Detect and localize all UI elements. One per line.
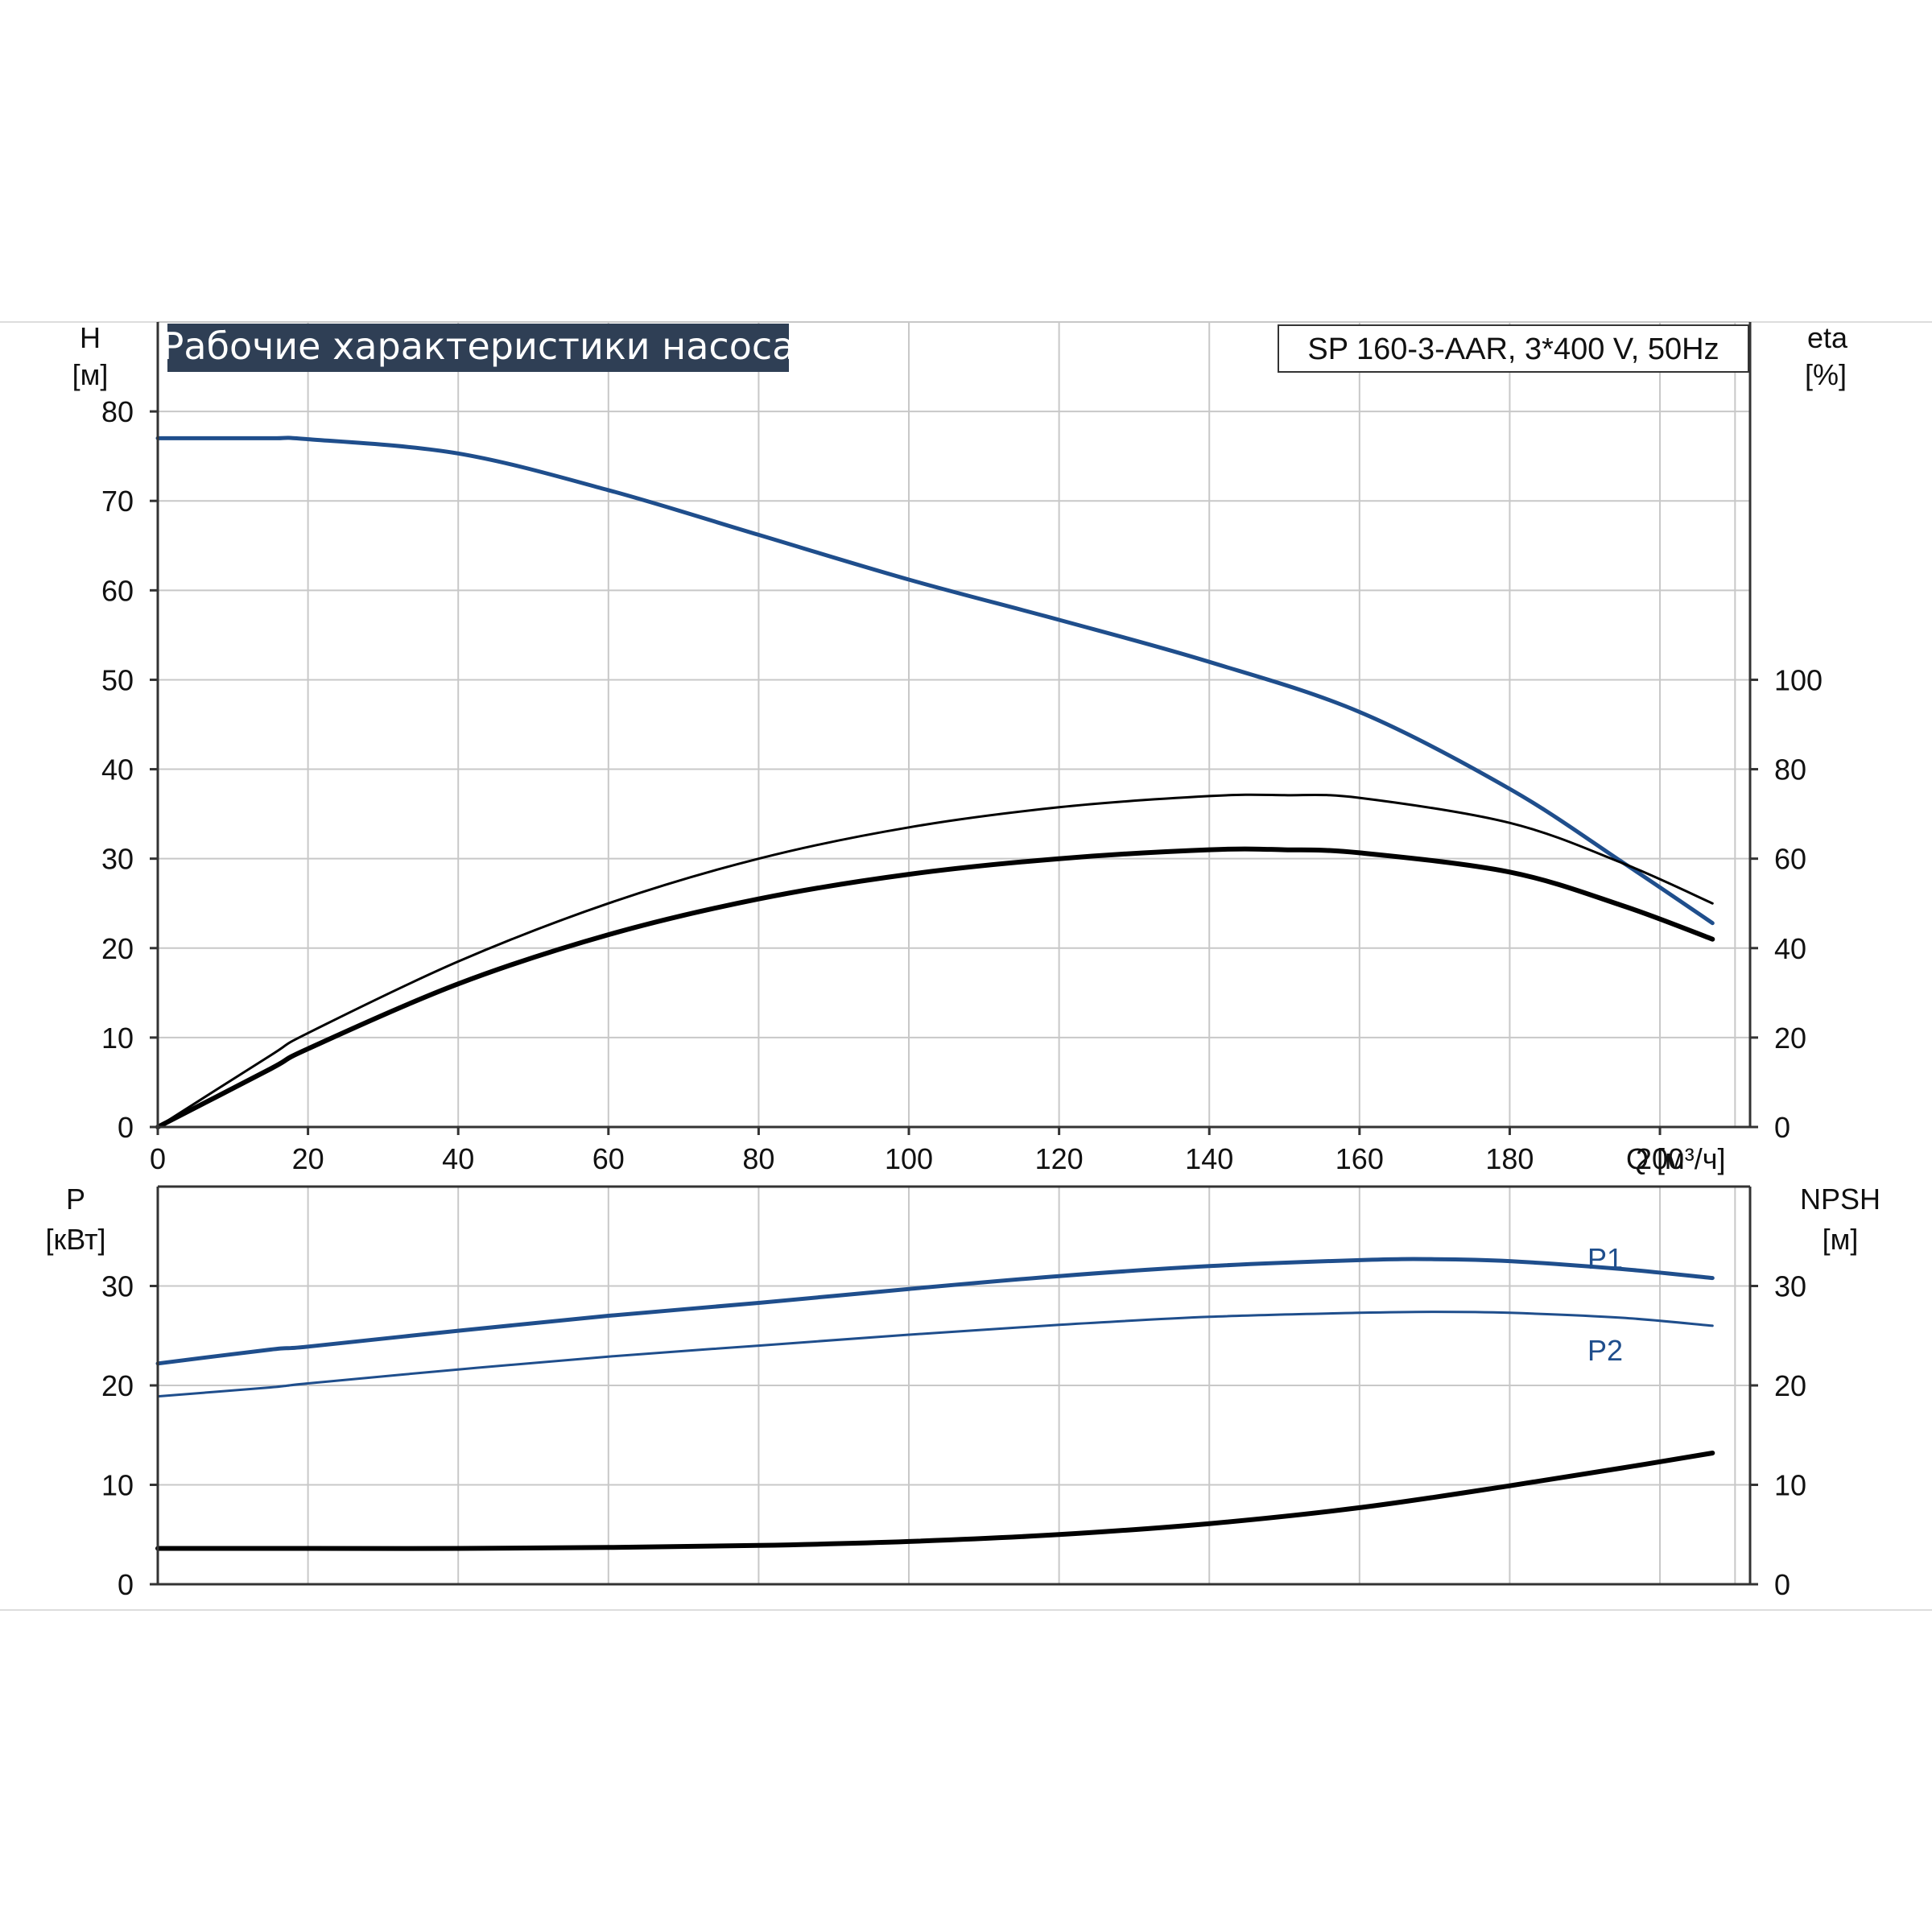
lower-series-1-line [156,1311,1714,1398]
lower-right-axis-unit: [м] [1823,1223,1859,1256]
h-tick-label: 80 [101,395,134,428]
upper-right-axis-unit: [%] [1805,358,1847,391]
upper-series-1-line [156,793,1714,1129]
model-box-border [1278,324,1749,373]
x-tick-label: 60 [592,1142,625,1175]
title-background [167,324,789,372]
p1-curve-label: P1 [1587,1242,1623,1275]
lower-series-2-line [155,1451,1715,1551]
upper-left-axis-name: H [80,321,101,354]
lower-series-0-line [155,1257,1715,1366]
npsh-tick-label: 0 [1774,1568,1790,1601]
x-tick-label: 180 [1485,1142,1534,1175]
eta-tick-label: 100 [1774,663,1823,696]
curve-labels: P1 P2 [1587,1242,1623,1367]
model-label: SP 160-3-AAR, 3*400 V, 50Hz [1307,332,1719,366]
eta-tick-label: 20 [1774,1022,1806,1055]
x-tick-label: 40 [442,1142,474,1175]
upper-series [155,436,1715,1129]
h-tick-label: 30 [101,843,134,876]
lower-grid [158,1187,1750,1584]
eta-tick-label: 0 [1774,1111,1790,1144]
x-tick-label: 100 [885,1142,933,1175]
x-tick-label: 0 [150,1142,166,1175]
upper-axes [156,322,1752,1129]
lower-left-axis-unit: [кВт] [45,1223,105,1256]
h-tick-label: 0 [118,1111,134,1144]
npsh-tick-label: 10 [1774,1469,1806,1502]
axis-labels: H [м] eta [%] Q [м³/ч] P [кВт] NPSH [м] [45,321,1880,1256]
tick-labels: 0 20 40 60 80 100 120 140 160 180 2000102030405060… [101,395,1823,1601]
h-tick-label: 60 [101,574,134,607]
upper-series-2-line [155,846,1715,1129]
x-tick-label: 160 [1335,1142,1384,1175]
eta-tick-label: 80 [1774,753,1806,786]
x-tick-label: 140 [1185,1142,1233,1175]
x-tick-label: 80 [742,1142,774,1175]
separator-lines [0,321,1932,1611]
p-tick-label: 30 [101,1270,134,1303]
chart-title: Рабочие характеристики насоса [162,324,795,368]
h-tick-label: 50 [101,663,134,696]
h-tick-label: 70 [101,485,134,518]
p-tick-label: 20 [101,1369,134,1402]
npsh-tick-label: 20 [1774,1369,1806,1402]
x-axis-label: Q [м³/ч] [1626,1142,1726,1175]
x-tick-label: 20 [292,1142,324,1175]
h-tick-label: 40 [101,753,134,786]
eta-tick-label: 60 [1774,843,1806,876]
lower-right-axis-name: NPSH [1800,1183,1880,1216]
eta-tick-label: 40 [1774,932,1806,965]
model-box: SP 160-3-AAR, 3*400 V, 50Hz [1278,324,1749,373]
h-tick-label: 10 [101,1022,134,1055]
h-tick-label: 20 [101,932,134,965]
p-tick-label: 10 [101,1469,134,1502]
chart-title-box: Рабочие характеристики насоса [162,324,795,372]
p-tick-label: 0 [118,1568,134,1601]
upper-series-0-line [155,436,1715,926]
lower-series [155,1257,1715,1551]
x-tick-label: 120 [1035,1142,1084,1175]
x-tick-label: 200 [1636,1142,1684,1175]
upper-right-axis-name: eta [1807,321,1848,354]
p2-curve-label: P2 [1587,1334,1623,1367]
upper-grid [158,321,1750,1127]
upper-left-axis-unit: [м] [72,358,109,391]
npsh-tick-label: 30 [1774,1270,1806,1303]
lower-left-axis-name: P [66,1183,85,1216]
